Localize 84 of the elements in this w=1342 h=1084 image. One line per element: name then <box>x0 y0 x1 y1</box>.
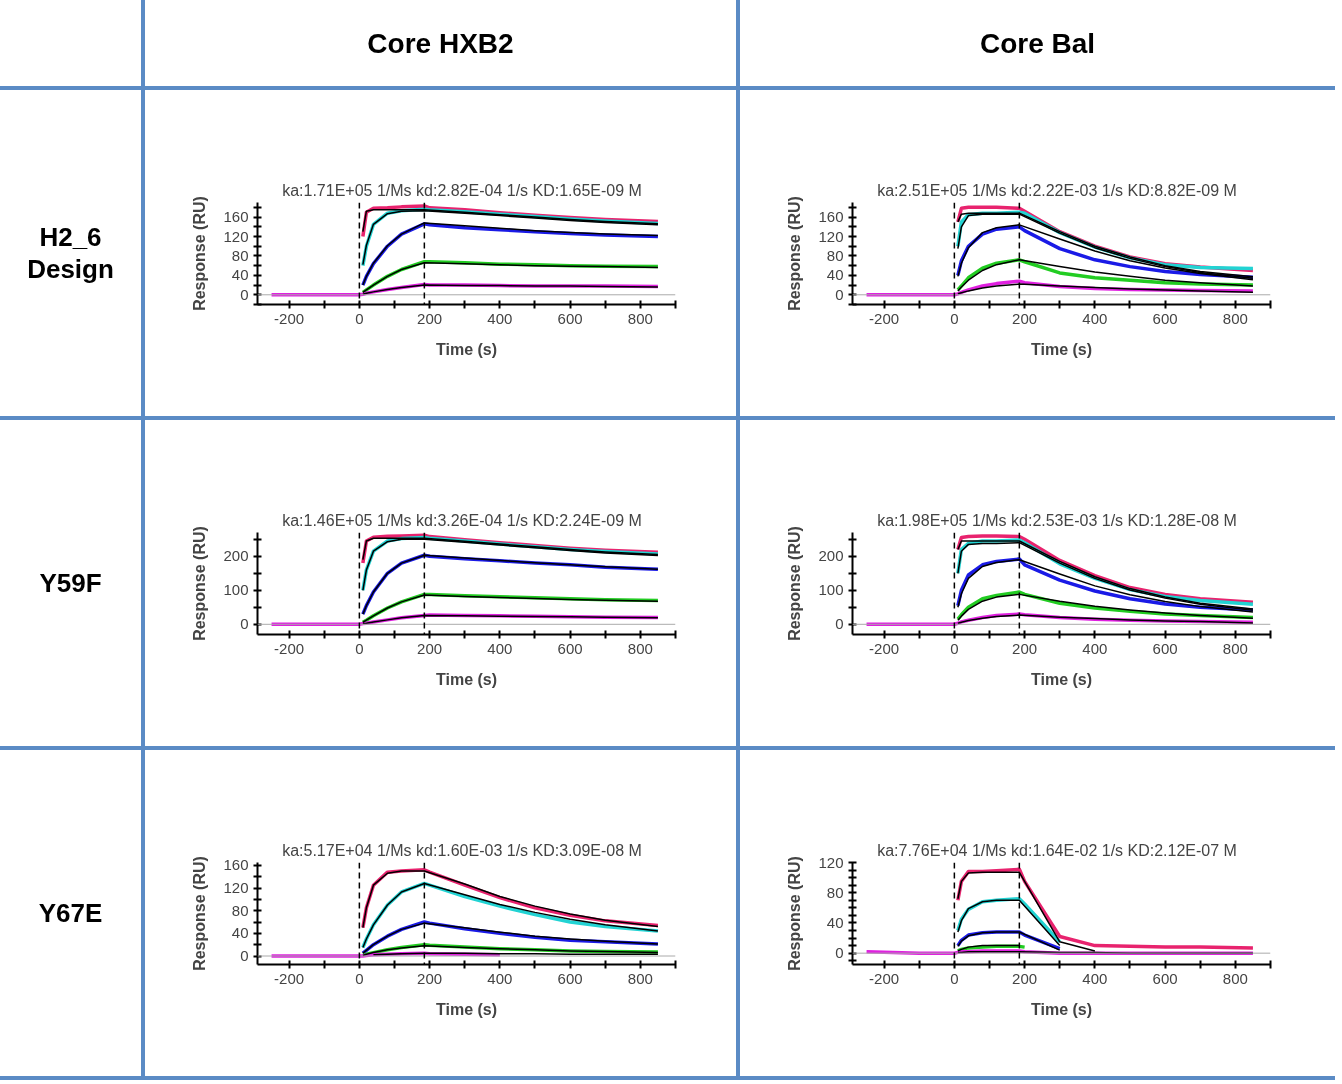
y-tick-label: 40 <box>231 266 249 284</box>
x-tick-label: -200 <box>274 969 305 987</box>
y-tick-label: 160 <box>818 208 844 226</box>
x-tick-label: -200 <box>274 309 305 327</box>
text: Y67E <box>38 896 103 930</box>
x-axis-title: Time (s) <box>1030 670 1093 688</box>
y-tick-label: 200 <box>223 547 249 565</box>
x-tick-label: 400 <box>487 639 513 657</box>
x-tick-label: 800 <box>627 969 653 987</box>
y-axis-title: Response (RU) <box>191 856 209 971</box>
x-tick-label: 600 <box>1152 969 1178 987</box>
y-tick-label: 100 <box>223 581 249 599</box>
y-tick-label: 0 <box>240 947 249 964</box>
x-tick-label: -200 <box>869 639 900 657</box>
x-tick-label: 0 <box>355 969 364 987</box>
x-tick-label: 200 <box>417 309 443 327</box>
x-tick-label: 600 <box>1152 309 1178 327</box>
text: Core HXB2 <box>367 26 514 61</box>
y-axis-title: Response (RU) <box>786 526 804 641</box>
chart-title: ka:2.51E+05 1/Ms kd:2.22E-03 1/s KD:8.82E-09 M <box>877 181 1237 199</box>
y-tick-label: 120 <box>818 853 844 871</box>
x-axis-title: Time (s) <box>435 340 498 358</box>
x-axis-title: Time (s) <box>435 670 498 688</box>
y-axis-title: Response (RU) <box>786 856 804 971</box>
y-tick-label: 80 <box>231 246 249 264</box>
x-tick-label: 200 <box>1012 969 1038 987</box>
y-axis-title: Response (RU) <box>786 196 804 311</box>
x-tick-label: -200 <box>869 969 900 987</box>
y-tick-label: 160 <box>223 208 249 226</box>
text: Core Bal <box>979 26 1096 61</box>
x-tick-label: 0 <box>950 309 959 327</box>
x-tick-label: 200 <box>417 639 443 657</box>
x-tick-label: -200 <box>869 309 900 327</box>
x-axis-title: Time (s) <box>435 1000 498 1018</box>
chart-title: ka:1.46E+05 1/Ms kd:3.26E-04 1/s KD:2.24E-09 M <box>282 511 642 529</box>
x-tick-label: 400 <box>487 309 513 327</box>
x-tick-label: 600 <box>1152 639 1178 657</box>
y-tick-label: 120 <box>818 227 844 245</box>
x-tick-label: 200 <box>1012 639 1038 657</box>
y-tick-label: 200 <box>818 547 844 565</box>
x-tick-label: 800 <box>1222 969 1248 987</box>
x-tick-label: -200 <box>274 639 305 657</box>
y-tick-label: 80 <box>826 246 844 264</box>
chart-title: ka:1.71E+05 1/Ms kd:2.82E-04 1/s KD:1.65E-09 M <box>282 181 642 199</box>
x-tick-label: 400 <box>487 969 513 987</box>
text: H2_6 Design <box>26 220 115 286</box>
y-tick-label: 160 <box>223 856 249 874</box>
y-axis-title: Response (RU) <box>191 196 209 311</box>
y-tick-label: 0 <box>835 615 844 633</box>
chart-title: ka:1.98E+05 1/Ms kd:2.53E-03 1/s KD:1.28E-08 M <box>877 511 1237 529</box>
y-tick-label: 0 <box>835 944 844 962</box>
x-tick-label: 400 <box>1082 639 1108 657</box>
x-axis-title: Time (s) <box>1030 1000 1093 1018</box>
y-tick-label: 40 <box>231 924 249 942</box>
x-tick-label: 800 <box>1222 639 1248 657</box>
x-tick-label: 400 <box>1082 309 1108 327</box>
text: Y59F <box>39 566 102 600</box>
x-tick-label: 0 <box>355 309 364 327</box>
y-tick-label: 80 <box>826 883 844 901</box>
chart-title: ka:7.76E+04 1/Ms kd:1.64E-02 1/s KD:2.12E-07 M <box>877 841 1237 859</box>
y-axis-title: Response (RU) <box>191 526 209 641</box>
x-tick-label: 0 <box>355 639 364 657</box>
x-tick-label: 800 <box>1222 309 1248 327</box>
x-tick-label: 200 <box>417 969 443 987</box>
x-tick-label: 600 <box>557 639 583 657</box>
y-tick-label: 100 <box>818 581 844 599</box>
y-tick-label: 120 <box>223 879 249 896</box>
y-tick-label: 40 <box>826 913 844 931</box>
chart-title: ka:5.17E+04 1/Ms kd:1.60E-03 1/s KD:3.09E-08 M <box>282 841 642 859</box>
x-tick-label: 400 <box>1082 969 1108 987</box>
x-tick-label: 0 <box>950 969 959 987</box>
y-tick-label: 120 <box>223 227 249 245</box>
y-tick-label: 0 <box>240 285 249 303</box>
x-tick-label: 800 <box>627 309 653 327</box>
x-tick-label: 200 <box>1012 309 1038 327</box>
y-tick-label: 40 <box>826 266 844 284</box>
x-tick-label: 0 <box>950 639 959 657</box>
x-tick-label: 600 <box>557 309 583 327</box>
x-tick-label: 600 <box>557 969 583 987</box>
y-tick-label: 0 <box>240 615 249 633</box>
x-axis-title: Time (s) <box>1030 340 1093 358</box>
y-tick-label: 80 <box>231 901 249 919</box>
x-tick-label: 800 <box>627 639 653 657</box>
y-tick-label: 0 <box>835 285 844 303</box>
